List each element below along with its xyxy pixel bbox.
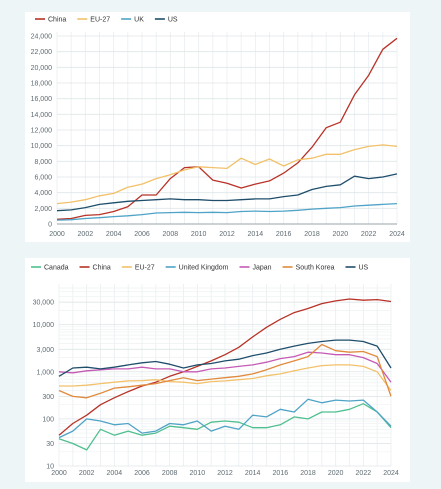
- x-tick-label: 2004: [106, 231, 122, 238]
- line-chart-log: 10 30 100 300 1,000 3,000 10,000 30,000 2000 2002…: [31, 265, 399, 477]
- x-tick-label: 2006: [134, 470, 150, 477]
- x-tick-label: 2016: [276, 231, 292, 238]
- y-tick-label: 6,000: [34, 175, 52, 182]
- chart-panel-bottom: 10 30 100 300 1,000 3,000 10,000 30,000 2000 2002…: [25, 258, 410, 482]
- legend-label-south-korea: South Korea: [296, 265, 335, 272]
- x-tick-label: 2008: [162, 470, 178, 477]
- legend-label-eu-27: EU-27: [135, 265, 155, 272]
- y-tick-label: 12,000: [31, 128, 53, 135]
- x-tick-label: 2018: [300, 470, 316, 477]
- legend-label-uk: UK: [134, 17, 144, 24]
- series-line-uk: [56, 202, 398, 221]
- y-tick-label: 30,000: [33, 300, 55, 307]
- x-tick-label: 2002: [78, 231, 94, 238]
- y-tick-label: 100: [42, 416, 54, 423]
- x-tick-label: 2014: [245, 470, 261, 477]
- y-tick-label: 10: [46, 464, 54, 471]
- legend-label-united-kingdom: United Kingdom: [179, 265, 229, 272]
- y-tick-label: 18,000: [31, 81, 53, 88]
- x-tick-label: 2022: [356, 470, 372, 477]
- x-tick-label: 2006: [134, 231, 150, 238]
- line-chart-linear: 0 2,000 4,000 6,000 8,000 10,000 12,000 14,000 1…: [31, 17, 405, 239]
- x-tick-label: 2014: [248, 231, 264, 238]
- legend-label-japan: Japan: [252, 265, 271, 272]
- x-tick-label: 2020: [328, 470, 344, 477]
- y-tick-label: 24,000: [31, 34, 53, 41]
- x-tick-label: 2010: [190, 470, 206, 477]
- series-line-eu-27: [56, 144, 398, 205]
- series-line-china: [58, 298, 392, 436]
- x-tick-label: 2004: [107, 470, 123, 477]
- x-tick-label: 2020: [333, 231, 349, 238]
- x-tick-label: 2002: [79, 470, 95, 477]
- legend-label-eu-27: EU-27: [90, 17, 110, 24]
- series-line-us: [58, 339, 392, 377]
- y-tick-label: 22,000: [31, 49, 53, 56]
- y-tick-label: 10,000: [33, 322, 55, 329]
- y-tick-label: 300: [42, 394, 54, 401]
- series-line-us: [56, 173, 398, 212]
- x-tick-label: 2016: [273, 470, 289, 477]
- series-line-south-korea: [58, 343, 392, 399]
- legend-label-canada: Canada: [44, 265, 69, 272]
- x-tick-label: 2024: [389, 231, 405, 238]
- x-tick-label: 2012: [219, 231, 235, 238]
- y-tick-label: 10,000: [31, 143, 53, 150]
- series-line-japan: [58, 351, 392, 383]
- series-line-eu-27: [59, 364, 392, 391]
- y-tick-label: 0: [48, 222, 52, 229]
- x-tick-label: 2000: [51, 470, 67, 477]
- y-tick-label: 4,000: [34, 190, 52, 197]
- x-tick-label: 2008: [163, 231, 179, 238]
- x-tick-label: 2012: [217, 470, 233, 477]
- chart-panel-top: 0 2,000 4,000 6,000 8,000 10,000 12,000 14,000 1…: [25, 12, 410, 242]
- x-tick-label: 2000: [49, 231, 65, 238]
- y-tick-label: 20,000: [31, 65, 53, 72]
- x-tick-label: 2018: [304, 231, 320, 238]
- legend-label-china: China: [48, 17, 66, 24]
- legend-label-china: China: [93, 265, 111, 272]
- y-tick-label: 8,000: [34, 159, 52, 166]
- x-tick-label: 2024: [383, 470, 399, 477]
- y-tick-label: 3,000: [36, 347, 54, 354]
- x-tick-label: 2022: [361, 231, 377, 238]
- series-line-china: [56, 37, 398, 220]
- y-tick-label: 30: [46, 441, 54, 448]
- y-tick-label: 16,000: [31, 96, 53, 103]
- series-line-canada: [58, 403, 392, 451]
- legend-label-us: US: [358, 265, 368, 272]
- y-tick-label: 14,000: [31, 112, 53, 119]
- legend-label-us: US: [168, 17, 178, 24]
- series-line-united-kingdom: [58, 398, 392, 439]
- x-tick-label: 2010: [191, 231, 207, 238]
- y-tick-label: 2,000: [34, 206, 52, 213]
- y-tick-label: 1,000: [36, 369, 54, 376]
